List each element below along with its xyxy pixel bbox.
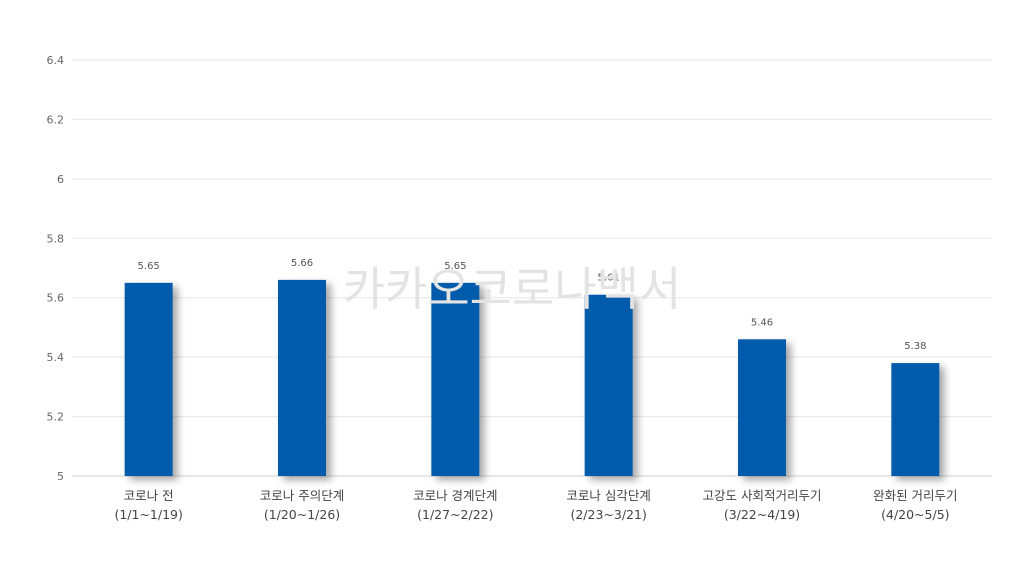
- watermark: 카카오코로나백서: [343, 262, 682, 316]
- category-label: 코로나 전: [124, 488, 174, 503]
- y-tick-label: 5.4: [47, 351, 65, 364]
- category-date-range: (2/23~3/21): [570, 507, 646, 522]
- category-date-range: (1/27~2/22): [417, 507, 493, 522]
- data-labels: 5.65 5.66 5.65 5.61 5.46 5.38: [138, 258, 927, 352]
- category-label: 완화된 거리두기: [873, 488, 957, 503]
- category-label: 고강도 사회적거리두기: [703, 488, 822, 503]
- category-date-range: (1/1~1/19): [114, 507, 182, 522]
- y-tick-label: 5.2: [47, 411, 65, 424]
- data-label: 5.46: [751, 317, 773, 328]
- y-tick-label: 6.2: [47, 113, 65, 126]
- y-tick-label: 5: [57, 470, 64, 483]
- y-axis-ticks: 5 5.2 5.4 5.6 5.8 6 6.2 6.4: [47, 54, 65, 483]
- data-label: 5.65: [444, 261, 466, 272]
- category-date-range: (1/20~1/26): [264, 507, 340, 522]
- category-label: 코로나 주의단계: [260, 488, 344, 503]
- bar: [891, 363, 940, 476]
- category-date-range: (4/20~5/5): [881, 507, 949, 522]
- category-label: 코로나 경계단계: [413, 488, 497, 503]
- bars: [124, 279, 940, 476]
- data-label: 5.61: [598, 273, 620, 284]
- y-tick-label: 5.8: [47, 232, 65, 245]
- category-date-range: (3/22~4/19): [724, 507, 800, 522]
- bar: [124, 282, 173, 476]
- gridlines: [72, 59, 992, 477]
- y-tick-label: 5.6: [47, 292, 65, 305]
- bar: [584, 294, 633, 476]
- y-tick-label: 6: [57, 173, 64, 186]
- bar: [278, 279, 326, 476]
- x-axis-categories: 코로나 전 (1/1~1/19) 코로나 주의단계 (1/20~1/26) 코로나 경계…: [114, 488, 957, 522]
- y-tick-label: 6.4: [47, 54, 65, 67]
- category-label: 코로나 심각단계: [566, 488, 650, 503]
- data-label: 5.38: [904, 341, 926, 352]
- data-label: 5.65: [138, 261, 160, 272]
- bar: [431, 282, 480, 476]
- bar: [738, 339, 786, 476]
- data-label: 5.66: [291, 258, 313, 269]
